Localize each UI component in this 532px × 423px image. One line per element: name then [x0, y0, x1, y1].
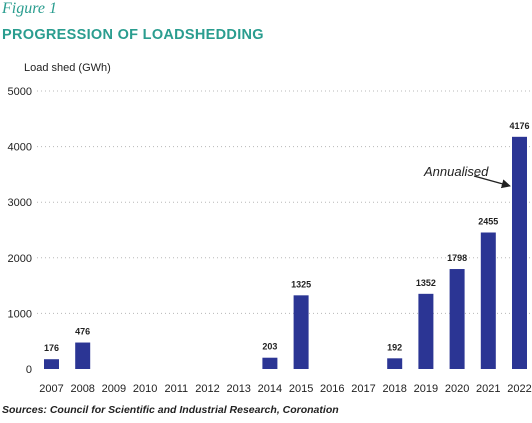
- chart-title: PROGRESSION OF LOADSHEDDING: [2, 27, 264, 43]
- bar-2008: [75, 342, 91, 369]
- figure-label: Figure 1: [2, 0, 57, 17]
- bar-2021: [480, 232, 496, 369]
- x-tick-label: 2012: [195, 383, 219, 395]
- y-axis-ticks: 0 1000 2000 3000 4000 5000: [8, 86, 32, 376]
- bars: [44, 136, 527, 369]
- data-label-2015: 1325: [291, 279, 311, 289]
- y-tick-label: 2000: [8, 253, 32, 265]
- bar-2019: [418, 293, 434, 369]
- data-label-2007: 176: [44, 343, 59, 353]
- x-tick-label: 2007: [39, 383, 63, 395]
- y-tick-label: 3000: [8, 197, 32, 209]
- y-tick-label: 0: [26, 364, 32, 376]
- x-tick-label: 2013: [226, 383, 250, 395]
- x-axis-ticks: 2007 2008 2009 2010 2011 2012 2013 2014 2015 2016…: [39, 383, 531, 395]
- x-tick-label: 2008: [70, 383, 94, 395]
- x-tick-label: 2022: [507, 383, 531, 395]
- x-tick-label: 2016: [320, 383, 344, 395]
- annotation-arrow: [473, 175, 511, 189]
- x-tick-label: 2017: [351, 383, 375, 395]
- x-tick-label: 2009: [102, 383, 126, 395]
- data-label-2021: 2455: [478, 217, 498, 227]
- annotation-text: Annualised: [423, 164, 489, 179]
- x-tick-label: 2021: [476, 383, 500, 395]
- bar-2007: [44, 359, 59, 369]
- y-axis-label: Load shed (GWh): [24, 62, 111, 74]
- data-label-2022: 4176: [509, 121, 529, 131]
- bar-2018: [387, 358, 403, 369]
- x-tick-label: 2018: [382, 383, 406, 395]
- data-label-2014: 203: [262, 342, 277, 352]
- data-labels: 176 476 203 1325 192 1352 1798 2455 4176: [44, 121, 530, 353]
- x-tick-label: 2020: [445, 383, 469, 395]
- y-tick-label: 5000: [8, 86, 32, 98]
- y-tick-label: 1000: [8, 308, 32, 320]
- x-tick-label: 2014: [258, 383, 282, 395]
- data-label-2008: 476: [75, 327, 90, 337]
- source-note: Sources: Council for Scientific and Indu…: [2, 404, 339, 416]
- bar-2022: [512, 136, 527, 369]
- bar-2020: [449, 269, 465, 369]
- x-tick-label: 2011: [164, 383, 188, 395]
- bar-2014: [262, 357, 278, 369]
- annotation: Annualised: [423, 164, 511, 189]
- x-tick-label: 2019: [414, 383, 438, 395]
- bar-2015: [293, 295, 309, 369]
- x-tick-label: 2015: [289, 383, 313, 395]
- x-tick-label: 2010: [133, 383, 157, 395]
- data-label-2019: 1352: [416, 278, 436, 288]
- y-tick-label: 4000: [8, 142, 32, 154]
- data-label-2018: 192: [387, 342, 402, 352]
- data-label-2020: 1798: [447, 253, 467, 263]
